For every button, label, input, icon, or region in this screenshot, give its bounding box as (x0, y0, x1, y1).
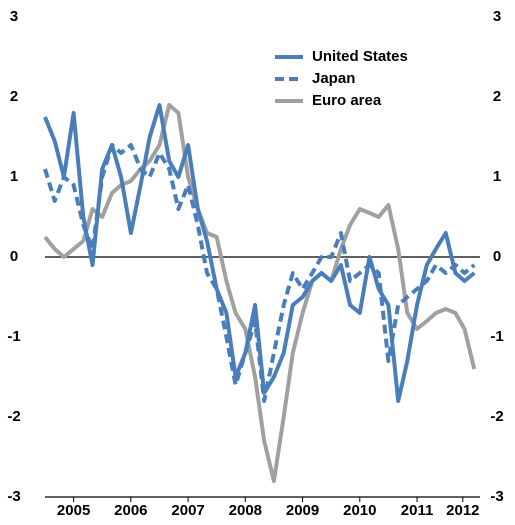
y-tick-label: -2 (7, 408, 20, 425)
y2-tick-label: 1 (493, 168, 501, 185)
x-tick-label: 2012 (446, 502, 479, 519)
x-tick-label: 2010 (343, 502, 376, 519)
y-tick-label: 1 (10, 168, 18, 185)
y-tick-label: -3 (7, 488, 20, 505)
x-tick-label: 2008 (229, 502, 262, 519)
x-tick-label: 2009 (286, 502, 319, 519)
x-tick-label: 2005 (57, 502, 90, 519)
y-tick-label: 2 (10, 88, 18, 105)
y-tick-label: 3 (10, 8, 18, 25)
x-tick-label: 2011 (401, 502, 434, 519)
y2-tick-label: 2 (493, 88, 501, 105)
line-series (43, 103, 477, 483)
y-tick-label: 0 (10, 248, 18, 265)
y2-tick-label: 3 (493, 8, 501, 25)
x-tick-label: 2007 (171, 502, 204, 519)
y2-tick-label: 0 (493, 248, 501, 265)
line-series (43, 103, 476, 403)
y2-tick-label: -2 (490, 408, 503, 425)
legend-label: Euro area (312, 92, 382, 109)
y2-tick-label: -1 (490, 328, 503, 345)
legend-label: United States (312, 48, 408, 65)
y2-tick-label: -3 (490, 488, 503, 505)
legend-label: Japan (312, 70, 355, 87)
y-tick-label: -1 (7, 328, 20, 345)
x-tick-label: 2006 (114, 502, 147, 519)
